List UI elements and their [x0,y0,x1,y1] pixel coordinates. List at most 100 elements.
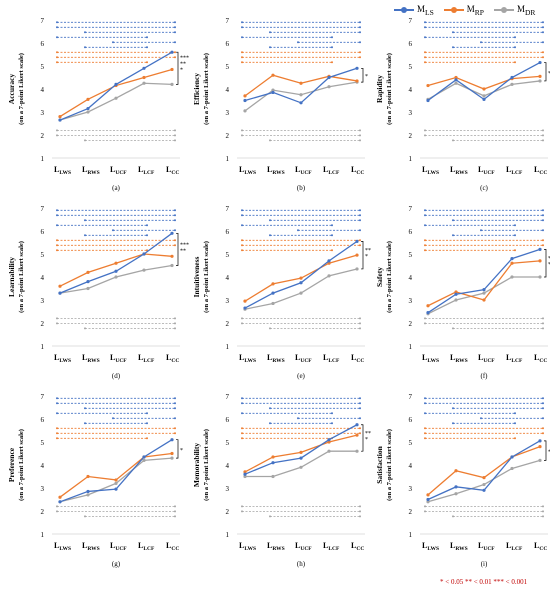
comparison-line-m-rp-end [514,437,516,440]
x-tick-label: LCC [351,165,364,176]
x-tick-label: LCC [166,541,179,552]
comparison-line-m-ls-end [84,31,86,34]
significance-note: * < 0.05 ** < 0.01 *** < 0.001 [440,578,528,586]
comparison-line-m-ls-end [424,402,426,405]
data-point-m-dr [538,79,542,83]
comparison-line-m-ls-end [56,402,58,405]
y-tick-label: 3 [409,109,413,117]
y-tick-label: 1 [409,155,413,163]
comparison-line-m-ls-end [241,36,243,39]
x-tick-label: LRWS [450,165,468,176]
comparison-line-m-ls-end [359,26,361,29]
data-point-m-dr [510,82,514,86]
y-tick-label: 6 [41,416,45,424]
comparison-line-m-rp-end [241,56,243,59]
x-tick-label: LUCF [295,541,312,552]
comparison-line-m-ls-end [146,422,148,425]
panel-label: (e) [297,372,305,380]
comparison-line-m-dr-end [542,134,544,137]
significance-mark: * [548,71,550,77]
x-tick-label: LUCF [478,541,495,552]
comparison-line-m-ls-end [241,402,243,405]
data-point-m-ls [170,438,174,442]
significance-mark: * [180,67,183,73]
x-tick-label: LLCF [323,353,340,364]
comparison-line-m-dr-end [359,317,361,320]
data-point-m-ls [482,97,486,101]
comparison-line-m-ls-end [269,219,271,222]
comparison-line-m-rp-end [174,427,176,430]
y-tick-label: 4 [226,86,230,94]
x-tick-label: LUCF [478,165,495,176]
data-point-m-ls [142,455,146,459]
comparison-line-m-ls-end [56,412,58,415]
series-line-m-dr [59,264,173,294]
data-point-m-ls [58,291,62,295]
y-tick-label: 1 [226,531,230,539]
data-point-m-rp [355,253,359,257]
y-axis-label: Satisfaction [375,445,384,483]
comparison-line-m-rp-end [424,61,426,64]
comparison-line-m-rp-end [56,61,58,64]
comparison-line-m-ls-end [542,41,544,44]
y-tick-label: 2 [226,320,230,328]
comparison-line-m-rp-end [514,249,516,252]
y-axis-sublabel: (on a 7-point Likert scale) [203,429,210,501]
y-tick-label: 7 [226,17,230,25]
data-point-m-dr [327,449,331,453]
comparison-line-m-ls-end [452,46,454,49]
y-tick-label: 3 [226,485,230,493]
significance-bracket [544,249,547,278]
data-point-m-dr [327,274,331,278]
x-tick-label: LRWS [450,541,468,552]
data-point-m-rp [86,270,90,274]
comparison-line-m-dr-end [359,322,361,325]
comparison-line-m-ls-end [56,214,58,217]
y-axis-label: Safety [375,267,384,287]
legend-swatch-m-rp [443,7,464,13]
y-axis-sublabel: (on a 7-point Likert scale) [386,53,393,125]
comparison-line-m-ls-end [241,21,243,24]
x-tick-label: LUCF [478,353,495,364]
x-tick-label: LLWS [239,165,256,176]
data-point-m-dr [538,275,542,279]
comparison-line-m-ls-end [269,31,271,34]
comparison-line-m-rp-end [359,56,361,59]
y-tick-label: 5 [41,63,45,71]
comparison-line-m-rp-end [56,432,58,435]
data-point-m-ls [86,280,90,284]
significance-mark: * [365,74,368,80]
x-tick-label: LRWS [82,353,100,364]
comparison-line-m-ls-end [174,31,176,34]
y-tick-label: 5 [409,63,413,71]
comparison-line-m-dr-end [56,129,58,132]
comparison-line-m-ls-end [56,209,58,212]
comparison-line-m-ls-end [56,21,58,24]
y-tick-label: 5 [226,251,230,259]
comparison-line-m-ls-end [480,229,482,232]
y-axis-sublabel: (on a 7-point Likert scale) [386,241,393,313]
comparison-line-m-dr-end [269,515,271,518]
data-point-m-dr [482,291,486,295]
x-tick-label: LUCF [110,353,127,364]
y-tick-label: 4 [226,462,230,470]
x-tick-label: LCC [534,353,547,364]
x-tick-label: LLCF [138,165,155,176]
data-point-m-dr [271,474,275,479]
x-tick-label: LLCF [506,541,523,552]
data-point-m-rp [271,282,275,286]
data-point-m-ls [170,231,174,235]
comparison-line-m-dr-end [359,134,361,137]
data-point-m-dr [86,110,90,114]
comparison-line-m-ls-end [424,36,426,39]
comparison-line-m-ls-end [359,209,361,212]
comparison-line-m-dr-end [424,134,426,137]
x-tick-label: LLCF [138,541,155,552]
comparison-line-m-ls-end [542,397,544,400]
y-tick-label: 6 [226,228,230,236]
y-tick-label: 1 [41,155,45,163]
data-point-m-rp [86,97,90,101]
comparison-line-m-ls-end [269,46,271,49]
data-point-m-rp [243,470,247,474]
panel-label: (g) [112,560,121,568]
